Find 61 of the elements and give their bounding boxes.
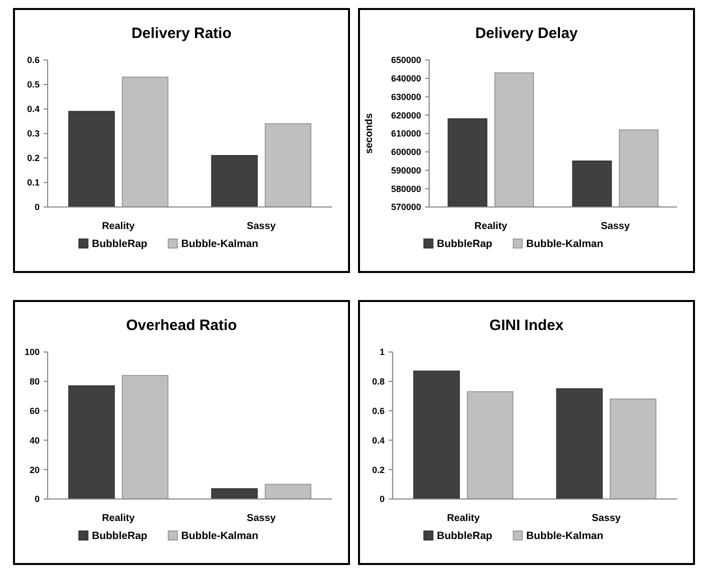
y-tick-label: 620000 [391,110,422,120]
bar [211,488,258,500]
bar [264,484,312,500]
chart-title: Overhead Ratio [126,317,237,334]
bar [122,375,168,500]
y-tick-label: 630000 [391,92,422,102]
y-tick-label: 0.2 [27,153,40,164]
y-tick-label: 0 [34,202,40,212]
y-tick-label: 0 [380,494,385,504]
bar [68,110,115,208]
x-tick-label: Sassy [246,221,276,232]
legend-label: BubbleRap [436,238,492,250]
chart-title: Delivery Ratio [131,25,232,42]
y-tick-label: 20 [30,464,40,475]
bar [466,391,514,500]
y-tick-label: 0.6 [27,55,40,66]
x-tick-label: Reality [446,513,480,524]
legend-label: Bubble-Kalman [181,530,258,542]
y-tick-label: 570000 [391,202,422,212]
y-tick-label: 0.1 [27,178,40,188]
y-tick-label: 100 [24,347,40,358]
legend-label: BubbleRap [436,530,492,542]
y-tick-label: 650000 [391,55,422,66]
chart-title: Delivery Delay [475,25,578,42]
y-tick-label: 0.4 [372,435,385,446]
y-tick-label: 80 [30,376,40,387]
x-tick-label: Sassy [592,513,622,524]
bar [211,155,258,208]
y-tick-label: 590000 [391,165,422,176]
legend-label: BubbleRap [92,530,148,542]
y-tick-label: 0.6 [372,406,385,416]
y-tick-label: 0.5 [27,80,40,90]
legend-label: Bubble-Kalman [181,238,258,250]
y-tick-label: 1 [380,347,385,358]
bar [556,388,603,500]
y-tick-label: 640000 [391,74,422,84]
y-tick-label: 0.3 [27,128,40,139]
bar [264,123,312,208]
x-tick-label: Reality [474,221,508,232]
bar [413,370,460,500]
y-tick-label: 0.4 [27,104,40,114]
chart-title: GINI Index [489,317,564,334]
y-tick-label: 0.8 [372,376,385,387]
bar [68,385,115,500]
y-tick-label: 580000 [391,184,422,194]
legend-label: BubbleRap [92,238,148,250]
y-tick-label: 0 [34,494,40,504]
y-axis-title: seconds [364,112,375,154]
legend-label: Bubble-Kalman [526,530,604,542]
bar [122,76,168,208]
y-tick-label: 610000 [391,128,422,139]
y-tick-label: 600000 [391,147,422,158]
bar [610,398,656,500]
x-tick-label: Sassy [600,221,630,232]
x-tick-label: Reality [102,513,136,524]
y-tick-label: 40 [30,435,40,446]
y-tick-label: 60 [30,406,40,416]
x-tick-label: Sassy [246,513,276,524]
y-tick-label: 0.2 [372,464,385,475]
legend-label: Bubble-Kalman [526,238,604,250]
x-tick-label: Reality [102,221,136,232]
